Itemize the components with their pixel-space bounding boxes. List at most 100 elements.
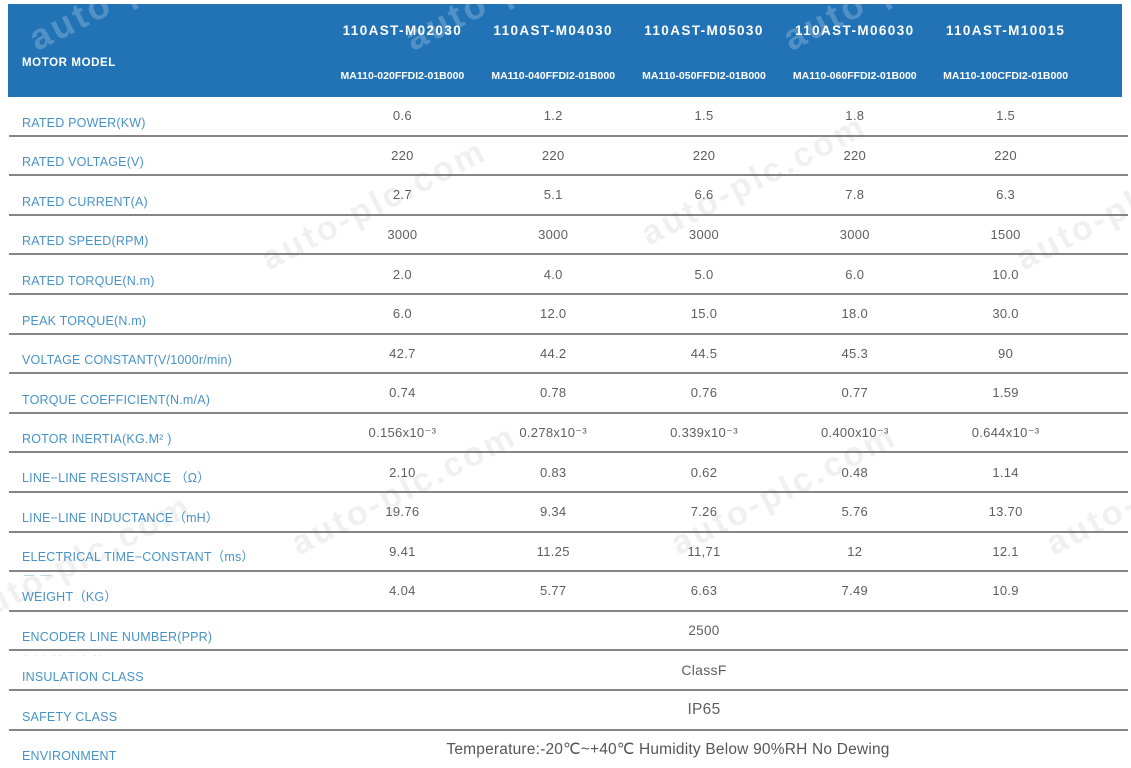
spec-value-cell: 5.76 [841, 504, 869, 520]
spec-row-label: ENCODER LINE NUMBER(PPR) [22, 630, 213, 645]
spec-value-cell: 7.49 [841, 583, 869, 599]
spec-row-label: RATED CURRENT(A) [22, 194, 148, 209]
spec-value-cell: 4.04 [389, 583, 416, 599]
spec-value-cell: 15.0 [690, 306, 718, 322]
spec-row: INSULATION CLASS ClassF [9, 651, 1128, 691]
spec-value-cell: 0.400x10⁻³ [820, 424, 889, 440]
spec-value-cell: 1.5 [996, 108, 1016, 124]
spec-value-cell: 90 [998, 345, 1014, 361]
spec-value-cell: 42.7 [389, 345, 416, 361]
spec-value-cell: 0.74 [389, 385, 416, 401]
spec-value-cell: 44.5 [690, 345, 718, 361]
spec-value-cell: 11.25 [536, 543, 570, 559]
spec-row: VOLTAGE CONSTANT(V/1000r/min) 42.7 44.2 44.… [9, 335, 1128, 375]
spec-value-cell: 220 [692, 147, 716, 163]
spec-row-label: SAFETY CLASS [22, 709, 118, 724]
spec-row: WEIGHT（KG） 4.04 5.77 6.63 7.49 10.9 [9, 572, 1128, 612]
spec-value-cell: 7.8 [845, 187, 865, 203]
spec-row: RATED SPEED(RPM) 3000 3000 3000 3000 1500 [9, 216, 1128, 256]
model-column: 110AST-M04030 MA110-040FFDI2-01B000 [478, 4, 629, 97]
model-columns: 110AST-M02030 MA110-020FFDI2-01B000 110AST… [327, 4, 1081, 97]
spec-value-cell: 18.0 [841, 306, 869, 322]
spec-value-cell: 1.59 [992, 385, 1019, 401]
spec-row-label: PEAK TORQUE(N.m) [22, 313, 147, 328]
spec-value-cell: 2.0 [392, 266, 412, 282]
spec-row: RATED CURRENT(A) 2.7 5.1 6.6 7.8 6.3 [9, 176, 1128, 216]
spec-value-cell: 4.0 [543, 266, 563, 282]
spec-value-cell: 1.14 [992, 464, 1019, 480]
spec-value-cell: 0.77 [841, 385, 869, 401]
spec-value-cell: 10.0 [992, 266, 1019, 282]
model-series-name: 110AST-M10015 [945, 23, 1066, 38]
spec-value-cell: 6.6 [694, 187, 714, 203]
spec-value-cell: 12.1 [992, 543, 1019, 559]
spec-value-cell: 0.83 [539, 464, 567, 480]
spec-row-label: TORQUE COEFFICIENT(N.m/A) [22, 392, 211, 407]
spec-row-label: INSULATION CLASS [22, 669, 144, 684]
spec-row: RATED POWER(KW) 0.6 1.2 1.5 1.8 1.5 [9, 97, 1128, 137]
spec-row-label: ENVIRONMENT [22, 749, 117, 764]
spec-row: SAFETY CLASS IP65 [9, 691, 1128, 731]
model-code: MA110-020FFDI2-01B000 [340, 70, 465, 82]
spec-row-label: WEIGHT（KG） [22, 589, 118, 604]
spec-value-cell: 0.644x10⁻³ [971, 424, 1040, 440]
spec-value-cell: 0.278x10⁻³ [519, 424, 588, 440]
model-column: 110AST-M06030 MA110-060FFDI2-01B000 [779, 4, 930, 97]
spec-row: PEAK TORQUE(N.m) 6.0 12.0 15.0 18.0 30.0 [9, 295, 1128, 335]
spec-row-label: VOLTAGE CONSTANT(V/1000r/min) [22, 353, 233, 368]
spec-value-cell: 1.2 [543, 108, 563, 124]
spec-row: ELECTRICAL TIME−CONSTANT（ms） 9.41 11.25 11,… [9, 533, 1128, 573]
spec-value-cell: 19.76 [385, 504, 420, 520]
spec-row-label: RATED VOLTAGE(V) [22, 155, 144, 170]
spec-row-label: ELECTRICAL TIME−CONSTANT（ms） [22, 550, 255, 565]
spec-row: LINE−LINE RESISTANCE （Ω） 2.10 0.83 0.62 0.48… [9, 453, 1128, 493]
spec-value-cell: 12 [847, 543, 863, 559]
spec-value-cell: 5.0 [694, 266, 714, 282]
spec-value-cell: 1.8 [845, 108, 865, 124]
spec-value-cell: 3000 [538, 227, 569, 243]
model-column: 110AST-M05030 MA110-050FFDI2-01B000 [629, 4, 780, 97]
model-code: MA110-050FFDI2-01B000 [642, 70, 766, 82]
spec-value-cell: 6.0 [392, 306, 412, 322]
model-series-name: 110AST-M06030 [795, 23, 915, 38]
model-code: MA110-060FFDI2-01B000 [792, 70, 917, 82]
spec-row-label: LINE−LINE INDUCTANCE（mH） [22, 510, 219, 525]
spec-value-cell: 1.5 [694, 108, 714, 124]
spec-value-cell: 0.48 [841, 464, 869, 480]
motor-model-label: MOTOR MODEL [22, 57, 116, 69]
spec-value-cell: 44.2 [539, 345, 567, 361]
spec-span-value-cell: IP65 [687, 700, 721, 718]
spec-value-cell: 6.3 [996, 187, 1016, 203]
spec-value-cell: 1500 [990, 227, 1021, 243]
spec-row: TORQUE COEFFICIENT(N.m/A) 0.74 0.78 0.76 0.7… [9, 374, 1128, 414]
spec-value-cell: 0.156x10⁻³ [368, 424, 437, 440]
spec-value-cell: 12.0 [539, 306, 567, 322]
spec-value-cell: 0.6 [392, 108, 412, 124]
spec-value-cell: 220 [843, 147, 867, 163]
model-column: 110AST-M02030 MA110-020FFDI2-01B000 [327, 4, 478, 97]
spec-span-value-cell: 2500 [688, 623, 720, 639]
spec-value-cell: 6.0 [845, 266, 865, 282]
spec-value-cell: 13.70 [988, 504, 1023, 520]
spec-value-cell: 6.63 [690, 583, 718, 599]
watermark-text: auto-plc.com [22, 4, 273, 59]
model-series-name: 110AST-M05030 [644, 23, 764, 38]
spec-value-cell: 0.76 [690, 385, 718, 401]
spec-row: ROTOR INERTIA(KG.M² ) 0.156x10⁻³ 0.278x10⁻… [9, 414, 1128, 454]
spec-row-label: RATED TORQUE(N.m) [22, 273, 155, 288]
spec-value-cell: 3000 [387, 227, 418, 243]
spec-value-cell: 0.339x10⁻³ [670, 424, 738, 440]
spec-value-cell: 0.78 [539, 385, 567, 401]
spec-value-cell: 9.41 [389, 543, 416, 559]
spec-value-cell: 2.10 [389, 464, 416, 480]
spec-span-value-cell: Temperature:-20℃~+40℃ Humidity Below 90%… [446, 740, 890, 758]
table-body: RATED POWER(KW) 0.6 1.2 1.5 1.8 1.5 RATED VOLT… [9, 97, 1128, 768]
model-code: MA110-100CFDI2-01B000 [943, 70, 1069, 82]
spec-value-cell: 3000 [688, 227, 720, 243]
spec-value-cell: 45.3 [841, 345, 869, 361]
spec-span-value-cell: ClassF [681, 662, 727, 679]
spec-value-cell: 7.26 [690, 504, 718, 520]
spec-row-label: ROTOR INERTIA(KG.M² ) [22, 432, 172, 447]
